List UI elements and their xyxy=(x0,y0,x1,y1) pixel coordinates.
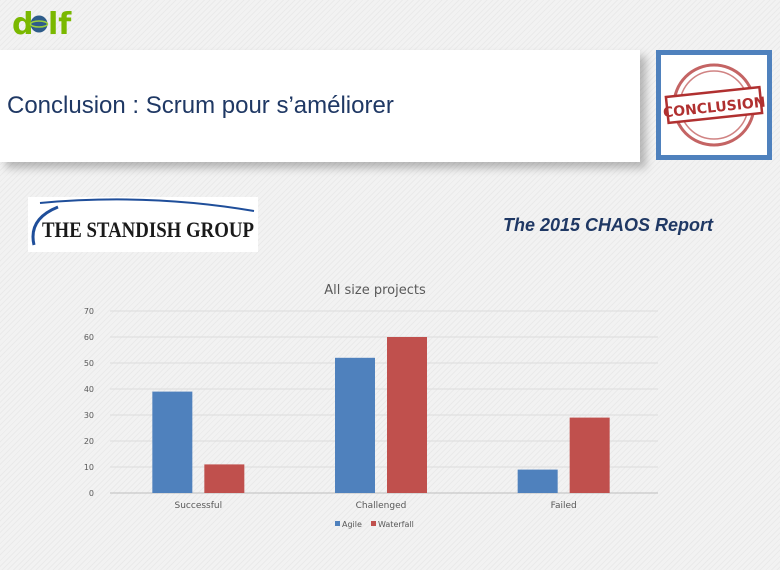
y-tick-label: 10 xyxy=(84,463,94,472)
legend-label-waterfall: Waterfall xyxy=(378,520,414,529)
bar-waterfall-failed xyxy=(569,417,610,493)
y-tick-label: 40 xyxy=(84,385,94,394)
conclusion-stamp-icon: CONCLUSION xyxy=(662,63,766,147)
bar-agile-challenged xyxy=(335,357,375,493)
y-tick-label: 30 xyxy=(84,411,94,420)
y-tick-label: 70 xyxy=(84,307,94,316)
bar-waterfall-challenged xyxy=(387,337,427,493)
standish-group-logo: THE STANDISH GROUP xyxy=(28,197,258,252)
bar-agile-failed xyxy=(517,469,558,493)
report-title: The 2015 CHAOS Report xyxy=(503,215,714,235)
legend-swatch-agile xyxy=(335,521,340,526)
x-tick-label: Successful xyxy=(175,501,223,511)
chart-title: All size projects xyxy=(324,283,426,298)
x-tick-label: Challenged xyxy=(356,501,407,511)
dolf-logo: d lf xyxy=(12,7,72,42)
title-band xyxy=(0,50,640,162)
standish-logo-text: THE STANDISH GROUP xyxy=(42,217,254,242)
bar-agile-successful xyxy=(152,391,193,493)
chaos-bar-chart: All size projects 0 10 20 30 40 50 60 70 Succes… xyxy=(84,283,658,529)
chart-grid xyxy=(110,310,658,494)
y-tick-label: 60 xyxy=(84,333,94,342)
y-tick-label: 20 xyxy=(84,437,94,446)
slide-title: Conclusion : Scrum pour s’améliorer xyxy=(7,92,394,119)
x-tick-label: Failed xyxy=(551,501,577,511)
logo-text-prefix: d xyxy=(12,7,33,42)
chart-bars xyxy=(152,337,610,493)
logo-globe-icon xyxy=(30,15,48,33)
logo-text-suffix: lf xyxy=(48,7,72,42)
legend-label-agile: Agile xyxy=(342,520,362,529)
bar-waterfall-successful xyxy=(204,464,245,493)
chart-legend: Agile Waterfall xyxy=(335,520,414,529)
conclusion-stamp-box: CONCLUSION xyxy=(656,50,772,160)
legend-swatch-waterfall xyxy=(371,521,376,526)
y-axis-ticks: 0 10 20 30 40 50 60 70 xyxy=(84,307,94,498)
y-tick-label: 0 xyxy=(89,489,94,498)
x-axis-labels: Successful Challenged Failed xyxy=(175,501,577,511)
y-tick-label: 50 xyxy=(84,359,94,368)
